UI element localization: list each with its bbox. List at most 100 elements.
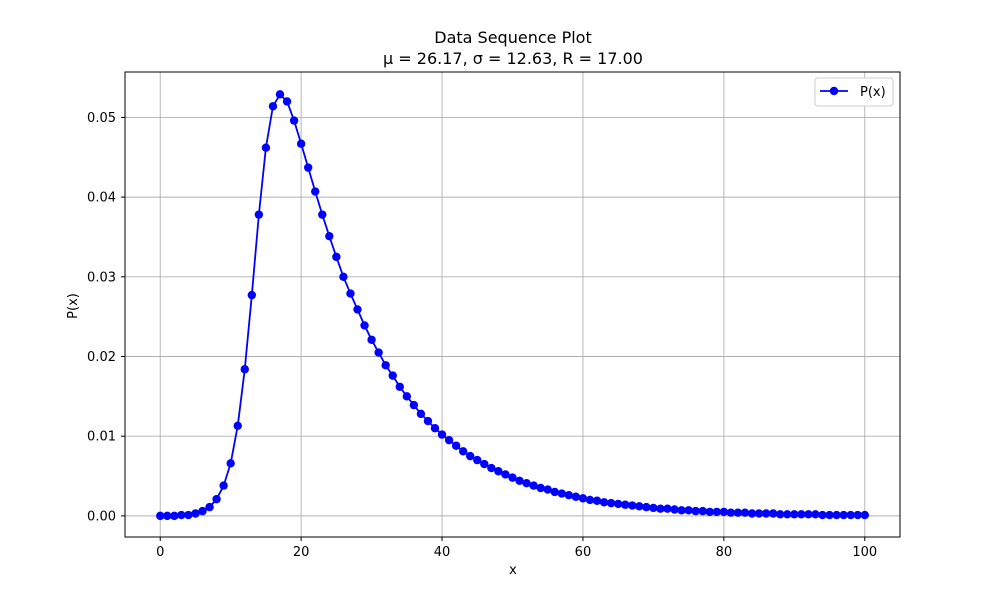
data-point [423,416,433,426]
chart-subtitle: μ = 26.17, σ = 12.63, R = 17.00 [383,49,643,68]
data-point [268,102,278,111]
data-point [261,143,271,152]
data-point [853,510,862,520]
data-point [839,510,848,520]
data-point [754,509,764,518]
data-point [177,510,186,520]
data-point [649,503,658,513]
data-point [367,335,376,344]
data-point [339,272,348,282]
y-axis-label: P(x) [66,293,81,319]
data-point [156,511,165,521]
y-tick-label: 0.04 [87,191,116,206]
data-point [550,487,559,497]
data-point [494,467,503,476]
legend: P(x) [814,77,894,107]
data-point [747,509,757,518]
data-point [585,495,595,505]
legend-label: P(x) [860,85,886,100]
data-point [318,210,327,219]
data-point [381,361,390,370]
data-point [451,441,461,450]
data-point [240,365,249,374]
data-point [768,509,778,518]
data-point [332,252,341,262]
data-point [170,511,179,521]
data-point [289,116,299,125]
data-point [325,231,334,241]
data-point [501,470,510,479]
data-point [458,447,468,456]
plot-frame [124,71,901,538]
data-point [613,499,623,509]
data-point [219,481,228,490]
data-point [212,494,221,504]
x-tick-label: 80 [716,545,733,560]
y-tick-label: 0.05 [87,111,116,126]
series-layer [156,90,869,521]
data-point [684,506,693,515]
data-point [733,508,743,517]
data-point [557,489,567,498]
data-point [536,483,545,493]
data-point [296,139,306,148]
data-point [804,510,813,519]
data-point [578,494,588,503]
data-point [402,392,412,401]
data-point [628,501,637,510]
data-point [606,498,616,508]
y-tick-label: 0.02 [87,350,116,365]
data-point [691,506,700,516]
data-point [515,476,524,486]
data-point [621,500,630,509]
y-tick-label: 0.03 [87,270,116,285]
data-point [198,506,207,516]
legend-marker [829,86,839,96]
data-point [346,289,355,298]
data-point [388,371,397,380]
data-point [712,507,722,517]
data-point [825,510,834,520]
data-point [374,348,383,357]
legend-box [814,77,894,107]
y-tick-label: 0.01 [87,430,116,445]
data-point [430,424,440,433]
data-point [642,502,651,512]
data-point [437,430,447,439]
data-point [311,187,320,196]
data-point [473,455,482,465]
data-point [656,504,665,513]
data-point [860,510,869,520]
data-point [191,509,200,518]
data-point [508,473,517,482]
data-point [635,502,644,511]
data-point [522,479,531,488]
x-tick-label: 40 [434,545,451,560]
data-point [480,459,489,469]
data-point [592,496,602,505]
data-point [599,498,609,507]
x-axis-label: x [509,563,517,578]
x-tick-label: 20 [293,545,310,560]
data-point [247,290,257,300]
data-point [783,510,792,519]
data-point [846,510,855,520]
data-point [444,435,454,445]
data-point [740,508,750,517]
data-point [163,511,172,521]
data-point [466,451,475,461]
data-point [663,504,672,513]
data-point [487,463,496,473]
data-point [832,510,841,520]
data-point [790,510,799,519]
data-point [543,485,552,494]
data-point [529,481,538,490]
data-point [395,382,404,391]
data-point [761,509,771,518]
x-tick-label: 100 [852,545,877,560]
data-point [282,97,292,106]
x-tick-label: 60 [575,545,592,560]
data-point [797,510,806,519]
data-point [360,321,369,330]
